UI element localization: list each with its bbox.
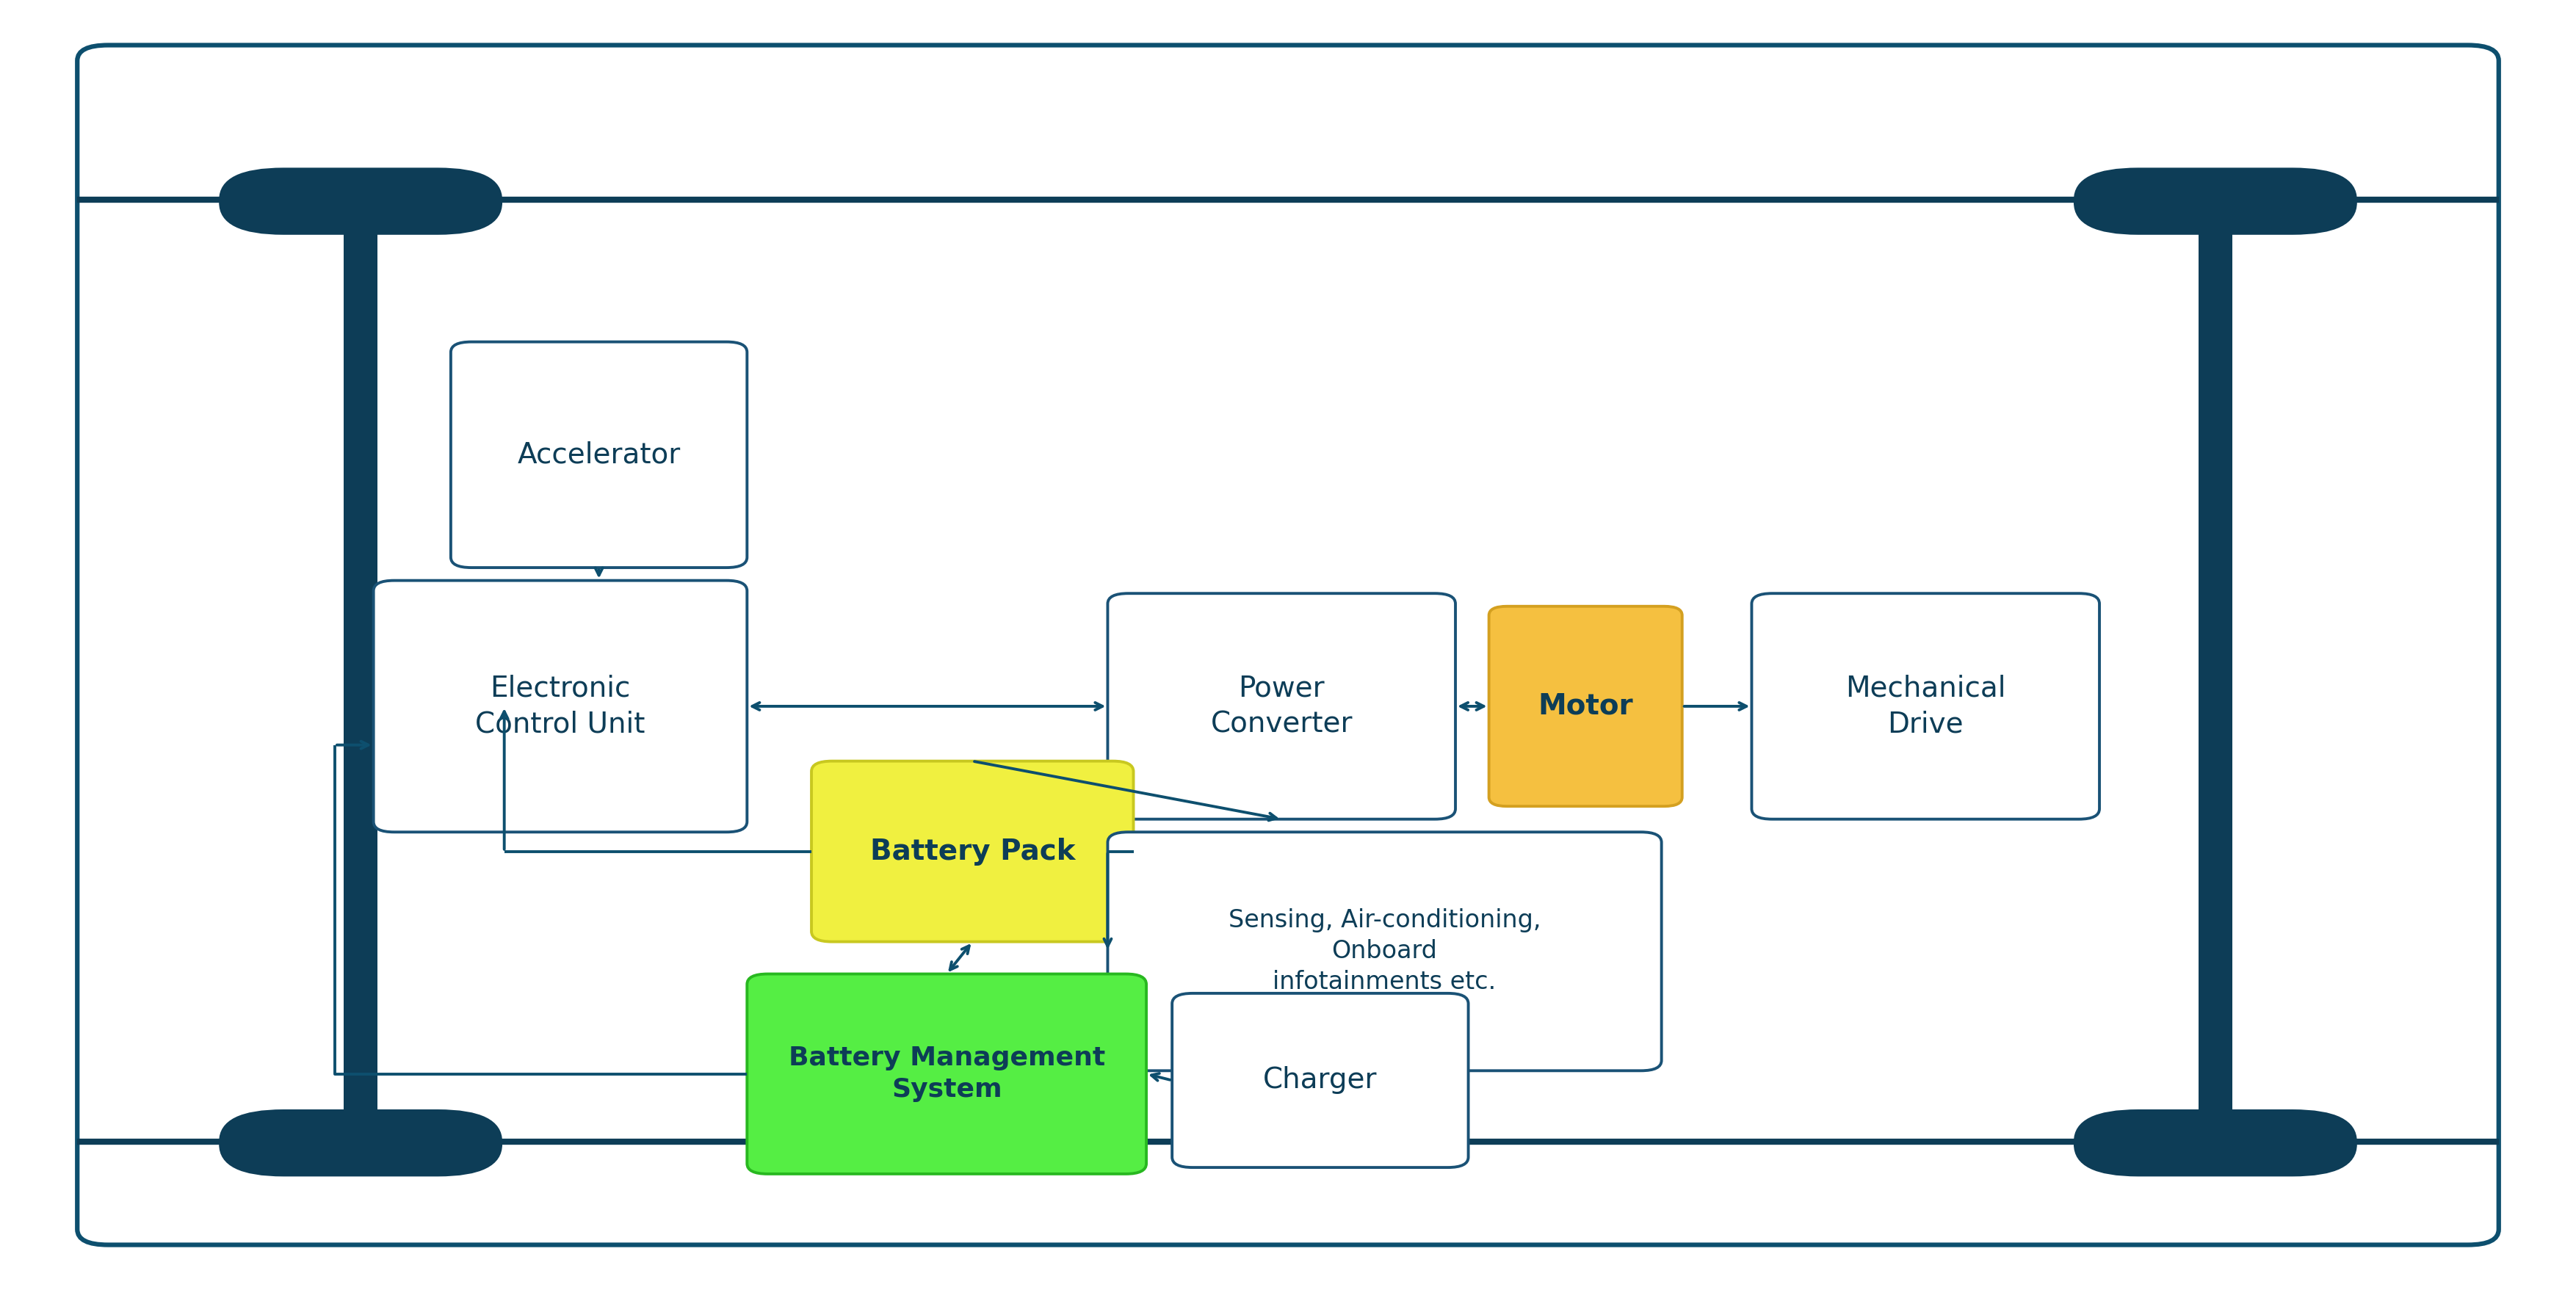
FancyBboxPatch shape — [451, 342, 747, 568]
FancyBboxPatch shape — [1108, 593, 1455, 819]
FancyBboxPatch shape — [1172, 993, 1468, 1167]
Text: Battery Management
System: Battery Management System — [788, 1045, 1105, 1103]
Text: Accelerator: Accelerator — [518, 441, 680, 468]
FancyBboxPatch shape — [374, 580, 747, 832]
FancyBboxPatch shape — [747, 974, 1146, 1174]
Text: Charger: Charger — [1262, 1067, 1378, 1094]
Text: Power
Converter: Power Converter — [1211, 675, 1352, 738]
Text: Battery Pack: Battery Pack — [871, 837, 1074, 866]
FancyBboxPatch shape — [2074, 1109, 2357, 1176]
Text: Electronic
Control Unit: Electronic Control Unit — [477, 675, 644, 738]
Text: Motor: Motor — [1538, 693, 1633, 720]
FancyBboxPatch shape — [345, 200, 379, 1142]
FancyBboxPatch shape — [1752, 593, 2099, 819]
FancyBboxPatch shape — [2074, 168, 2357, 235]
FancyBboxPatch shape — [1489, 606, 1682, 806]
Text: Mechanical
Drive: Mechanical Drive — [1844, 675, 2007, 738]
FancyBboxPatch shape — [219, 168, 502, 235]
FancyBboxPatch shape — [1108, 832, 1662, 1071]
FancyBboxPatch shape — [811, 761, 1133, 942]
FancyBboxPatch shape — [2197, 200, 2231, 1142]
Text: Sensing, Air-conditioning,
Onboard
infotainments etc.: Sensing, Air-conditioning, Onboard infot… — [1229, 908, 1540, 995]
FancyBboxPatch shape — [219, 1109, 502, 1176]
FancyBboxPatch shape — [77, 45, 2499, 1245]
